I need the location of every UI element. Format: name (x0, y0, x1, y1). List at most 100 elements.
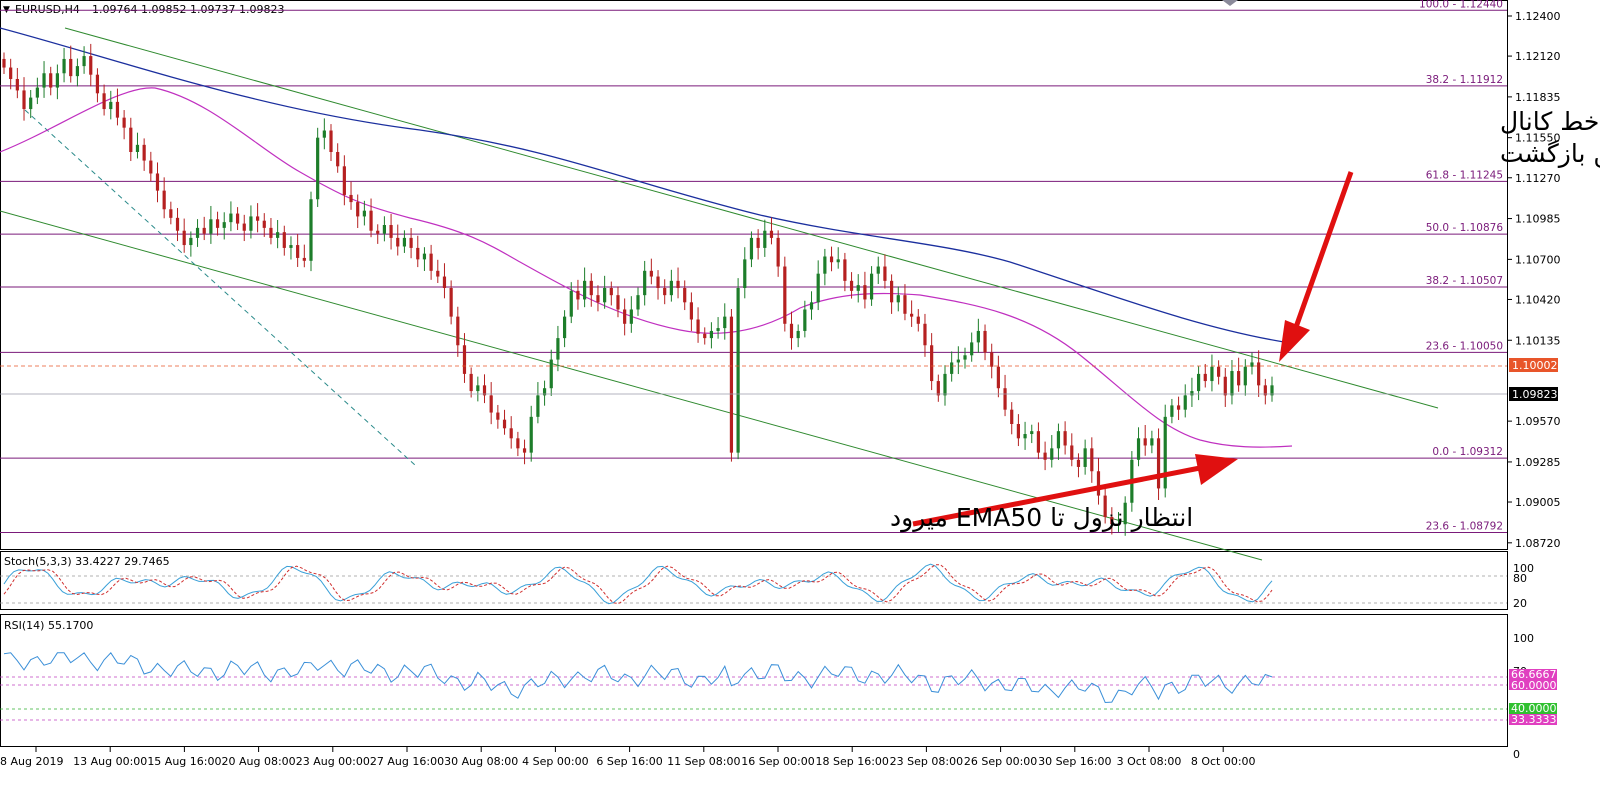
red-arrow-down (1279, 171, 1354, 362)
candle (1250, 352, 1254, 375)
candle (155, 162, 160, 203)
candle (636, 287, 640, 316)
candle (1230, 360, 1234, 405)
candle (776, 230, 780, 277)
candle (963, 347, 967, 369)
candle (623, 298, 627, 336)
candle (109, 90, 113, 120)
candle (362, 200, 366, 226)
time-tick-label: 26 Sep 00:00 (964, 755, 1037, 768)
candle (149, 151, 153, 182)
time-tick-label: 18 Sep 16:00 (815, 755, 888, 768)
candle (916, 309, 920, 332)
channel-upper-line (64, 27, 1439, 409)
candle (1136, 427, 1141, 467)
candle (29, 90, 33, 119)
scroll-marker-icon[interactable] (1222, 0, 1238, 6)
stoch-signal-line (3, 564, 1273, 605)
candle (569, 282, 573, 324)
time-tick-label: 3 Oct 08:00 (1117, 755, 1182, 768)
fib-level-label: 61.8 - 1.11245 (1426, 169, 1503, 181)
candle (122, 110, 126, 140)
candle (142, 138, 146, 171)
candle (215, 211, 220, 236)
candle (789, 311, 794, 350)
time-tick-label: 23 Aug 00:00 (296, 755, 370, 768)
candle (409, 228, 413, 259)
price-tick-label: 1.08720 (1515, 537, 1561, 550)
candle (202, 216, 206, 241)
candle (242, 214, 246, 242)
candle (956, 346, 960, 375)
candle (1076, 453, 1081, 478)
time-tick-label: 16 Sep 00:00 (741, 755, 814, 768)
svg-text:66.6667: 66.6667 (1511, 668, 1557, 681)
candle (936, 374, 940, 402)
candle (316, 127, 320, 207)
candle (1043, 441, 1047, 471)
time-tick-label: 30 Aug 08:00 (444, 755, 518, 768)
candle (489, 382, 493, 425)
candle (1070, 433, 1074, 467)
rsi-scale-0: 0 (1513, 748, 1520, 761)
candle (436, 259, 440, 283)
annotation-ema50: انتظار نزول تا EMA50 میرود (890, 503, 1193, 533)
price-axis: 1.12400 1.12120 1.11835 1.11550 1.11270 1.109… (1507, 10, 1561, 550)
candle (516, 431, 520, 457)
candle (102, 84, 106, 116)
fib-levels: 100.0 - 1.12440 38.2 - 1.11912 61.8 - 1.11… (0, 0, 1507, 534)
candle (1196, 366, 1201, 401)
candle (976, 318, 980, 353)
candle (923, 313, 927, 357)
candle (22, 77, 26, 121)
time-tick-label: 13 Aug 00:00 (73, 755, 147, 768)
candle (1150, 430, 1154, 454)
candle (529, 405, 533, 462)
rsi-line (3, 651, 1273, 704)
candle (75, 58, 80, 87)
candle (42, 61, 46, 98)
candle (509, 416, 513, 449)
candle (803, 300, 807, 338)
candle (649, 258, 653, 285)
fib-level-label: 38.2 - 1.11912 (1426, 74, 1503, 86)
candle (783, 256, 787, 332)
candle (676, 267, 680, 299)
time-tick-label: 6 Sep 16:00 (596, 755, 662, 768)
candle (522, 439, 527, 465)
candle (1203, 364, 1207, 388)
candle (336, 143, 340, 173)
candle (1063, 421, 1067, 455)
candle (269, 217, 273, 245)
candle (82, 46, 86, 74)
candle (629, 296, 633, 333)
time-tick-label: 4 Sep 00:00 (522, 755, 588, 768)
candle (1023, 421, 1027, 450)
candle (1143, 425, 1147, 456)
ema-slow-line (0, 27, 1285, 343)
candle (549, 349, 553, 396)
candle (1243, 359, 1247, 396)
candle (689, 292, 693, 332)
candle (869, 266, 874, 306)
candle (943, 365, 947, 406)
fib-level-label: 50.0 - 1.10876 (1426, 222, 1504, 234)
fib-level-label: 23.6 - 1.10050 (1426, 340, 1503, 352)
candle (222, 212, 226, 240)
candle (643, 260, 647, 306)
candle (903, 284, 907, 321)
candle (749, 231, 754, 268)
candle (55, 64, 59, 100)
candle (195, 219, 200, 247)
candle (716, 317, 720, 339)
candle (1210, 354, 1214, 392)
candle (1083, 439, 1087, 475)
candle (843, 252, 847, 292)
candle (849, 272, 854, 299)
time-axis: 8 Aug 2019 13 Aug 00:00 15 Aug 16:00 20 Aug… (0, 747, 1256, 768)
candle (416, 235, 420, 268)
stoch-panel (0, 551, 1508, 610)
price-tick-label: 1.10985 (1515, 213, 1561, 226)
candle (476, 376, 480, 402)
candle (883, 254, 887, 289)
